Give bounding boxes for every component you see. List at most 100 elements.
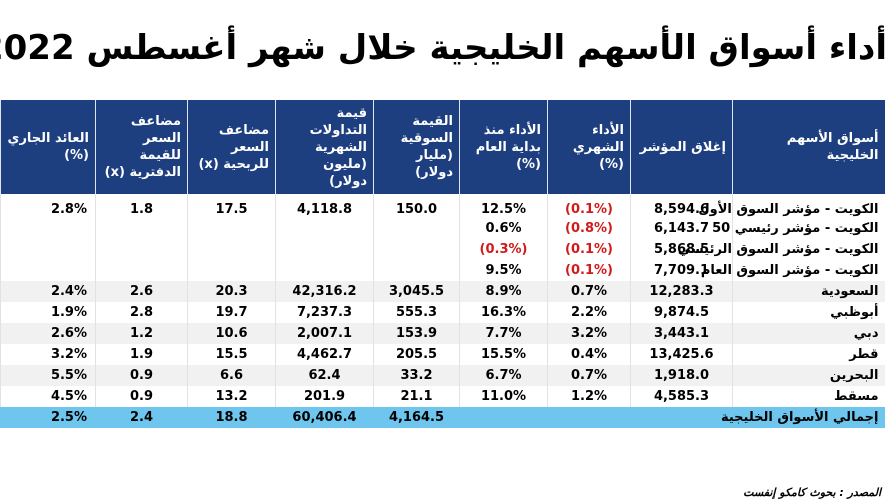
total-mcap-cell: 4,164.5	[373, 407, 460, 428]
ytd-cell: 7.7%	[459, 323, 548, 344]
total-row: 2.5% 2.4 18.8 60,406.4 4,164.5 إجمالي الأسواق…	[0, 407, 885, 428]
market-cell: الكويت - مؤشر السوق الرئيسي	[678, 239, 885, 260]
gcc-markets-table: العائد الجاري (%) مضاعف السعر للقيمة الد…	[0, 100, 885, 428]
mcap-cell: 205.5	[373, 344, 460, 365]
market-cell: قطر	[732, 344, 885, 365]
trading-cell: 2,007.1	[275, 323, 374, 344]
yield-cell: 2.4%	[0, 281, 96, 302]
total-market-cell: إجمالي الأسواق الخليجية	[721, 407, 885, 428]
source-note: المصدر : بحوث كامكو إنفست	[743, 486, 881, 499]
total-pe-cell: 18.8	[187, 407, 276, 428]
close-cell: 12,283.3	[630, 281, 733, 302]
mcap-cell: 150.0	[373, 194, 460, 218]
total-ytd-cell	[459, 407, 548, 428]
pe-cell: 15.5	[187, 344, 276, 365]
ytd-cell: 12.5%	[459, 194, 548, 218]
trading-cell: 4,118.8	[275, 194, 374, 218]
mtd-cell: (0.8%)	[547, 218, 631, 239]
pe-cell: 20.3	[187, 281, 276, 302]
pe-cell	[187, 260, 276, 281]
pe-cell	[187, 218, 276, 239]
close-cell: 9,874.5	[630, 302, 733, 323]
pb-cell: 0.9	[95, 365, 188, 386]
market-cell: السعودية	[732, 281, 885, 302]
trading-cell: 42,316.2	[275, 281, 374, 302]
table-row: 2.4% 2.6 20.3 42,316.2 3,045.5 8.9% 0.7% 12,283…	[0, 281, 885, 302]
trading-cell: 201.9	[275, 386, 374, 407]
yield-cell: 1.9%	[0, 302, 96, 323]
table-row: 9.5% (0.1%) 7,709.1 الكويت - مؤشر السوق الع…	[0, 260, 885, 281]
pb-cell: 2.8	[95, 302, 188, 323]
ytd-cell: 16.3%	[459, 302, 548, 323]
yield-cell: 2.8%	[0, 194, 96, 218]
market-cell: الكويت - مؤشر السوق العام	[701, 260, 885, 281]
mcap-cell: 153.9	[373, 323, 460, 344]
close-cell: 5,868.5	[630, 239, 733, 260]
yield-cell: 4.5%	[0, 386, 96, 407]
table-row: 1.9% 2.8 19.7 7,237.3 555.3 16.3% 2.2% 9,874.5 أ…	[0, 302, 885, 323]
mtd-cell: (0.1%)	[547, 194, 631, 218]
ytd-cell: 0.6%	[459, 218, 548, 239]
ytd-cell: 6.7%	[459, 365, 548, 386]
trading-cell	[275, 218, 374, 239]
trading-cell: 7,237.3	[275, 302, 374, 323]
table-row: 4.5% 0.9 13.2 201.9 21.1 11.0% 1.2% 4,585.3 مسقط	[0, 386, 885, 407]
pb-cell: 1.9	[95, 344, 188, 365]
table-row: 2.6% 1.2 10.6 2,007.1 153.9 7.7% 3.2% 3,443.1 دب…	[0, 323, 885, 344]
yield-cell: 5.5%	[0, 365, 96, 386]
mtd-cell: 0.7%	[547, 365, 631, 386]
market-cell: الكويت - مؤشر السوق الأول	[698, 194, 885, 218]
page-title: أداء أسواق الأسهم الخليجية خلال شهر أغسط…	[0, 28, 887, 68]
table-row: 5.5% 0.9 6.6 62.4 33.2 6.7% 0.7% 1,918.0 البحرين	[0, 365, 885, 386]
close-cell: 3,443.1	[630, 323, 733, 344]
header-mcap: القيمة السوقية (مليار دولار)	[373, 100, 460, 194]
ytd-cell: 8.9%	[459, 281, 548, 302]
trading-cell	[275, 239, 374, 260]
mcap-cell: 555.3	[373, 302, 460, 323]
pe-cell: 13.2	[187, 386, 276, 407]
mtd-cell: 1.2%	[547, 386, 631, 407]
mcap-cell	[373, 239, 460, 260]
pb-cell: 2.6	[95, 281, 188, 302]
pb-cell: 1.2	[95, 323, 188, 344]
pb-cell	[95, 239, 188, 260]
header-mtd: الأداء الشهري (%)	[547, 100, 631, 194]
pb-cell	[95, 218, 188, 239]
mcap-cell	[373, 260, 460, 281]
mtd-cell: 3.2%	[547, 323, 631, 344]
trading-cell: 4,462.7	[275, 344, 374, 365]
table-row: (0.3%)(0.1%)5,868.5الكويت - مؤشر السوق ا…	[0, 239, 885, 260]
yield-cell: 2.6%	[0, 323, 96, 344]
yield-cell: 3.2%	[0, 344, 96, 365]
total-mtd-cell	[547, 407, 631, 428]
market-cell: دبي	[732, 323, 885, 344]
yield-cell	[0, 239, 96, 260]
close-cell: 6,143.7	[630, 218, 733, 239]
market-cell: مسقط	[732, 386, 885, 407]
pe-cell: 10.6	[187, 323, 276, 344]
mtd-cell: 2.2%	[547, 302, 631, 323]
pe-cell: 19.7	[187, 302, 276, 323]
market-cell: الكويت - مؤشر رئيسي 50	[712, 218, 885, 239]
pb-cell: 0.9	[95, 386, 188, 407]
close-cell: 4,585.3	[630, 386, 733, 407]
pb-cell	[95, 260, 188, 281]
close-cell: 1,918.0	[630, 365, 733, 386]
mcap-cell: 3,045.5	[373, 281, 460, 302]
mtd-cell: (0.1%)	[547, 260, 631, 281]
header-pb: مضاعف السعر للقيمة الدفترية (x)	[95, 100, 188, 194]
yield-cell	[0, 260, 96, 281]
yield-cell	[0, 218, 96, 239]
ytd-cell: 9.5%	[459, 260, 548, 281]
mcap-cell: 21.1	[373, 386, 460, 407]
header-pe: مضاعف السعر للربحية (x)	[187, 100, 276, 194]
table-row: 0.6% (0.8%) 6,143.7 الكويت - مؤشر رئيسي 50	[0, 218, 885, 239]
table-row: 3.2% 1.9 15.5 4,462.7 205.5 15.5% 0.4% 13,425.6…	[0, 344, 885, 365]
market-cell: أبوظبي	[732, 302, 885, 323]
market-cell: البحرين	[732, 365, 885, 386]
pe-cell: 6.6	[187, 365, 276, 386]
total-close-cell	[630, 407, 733, 428]
mtd-cell: 0.4%	[547, 344, 631, 365]
mcap-cell	[373, 218, 460, 239]
header-yield: العائد الجاري (%)	[0, 100, 96, 194]
